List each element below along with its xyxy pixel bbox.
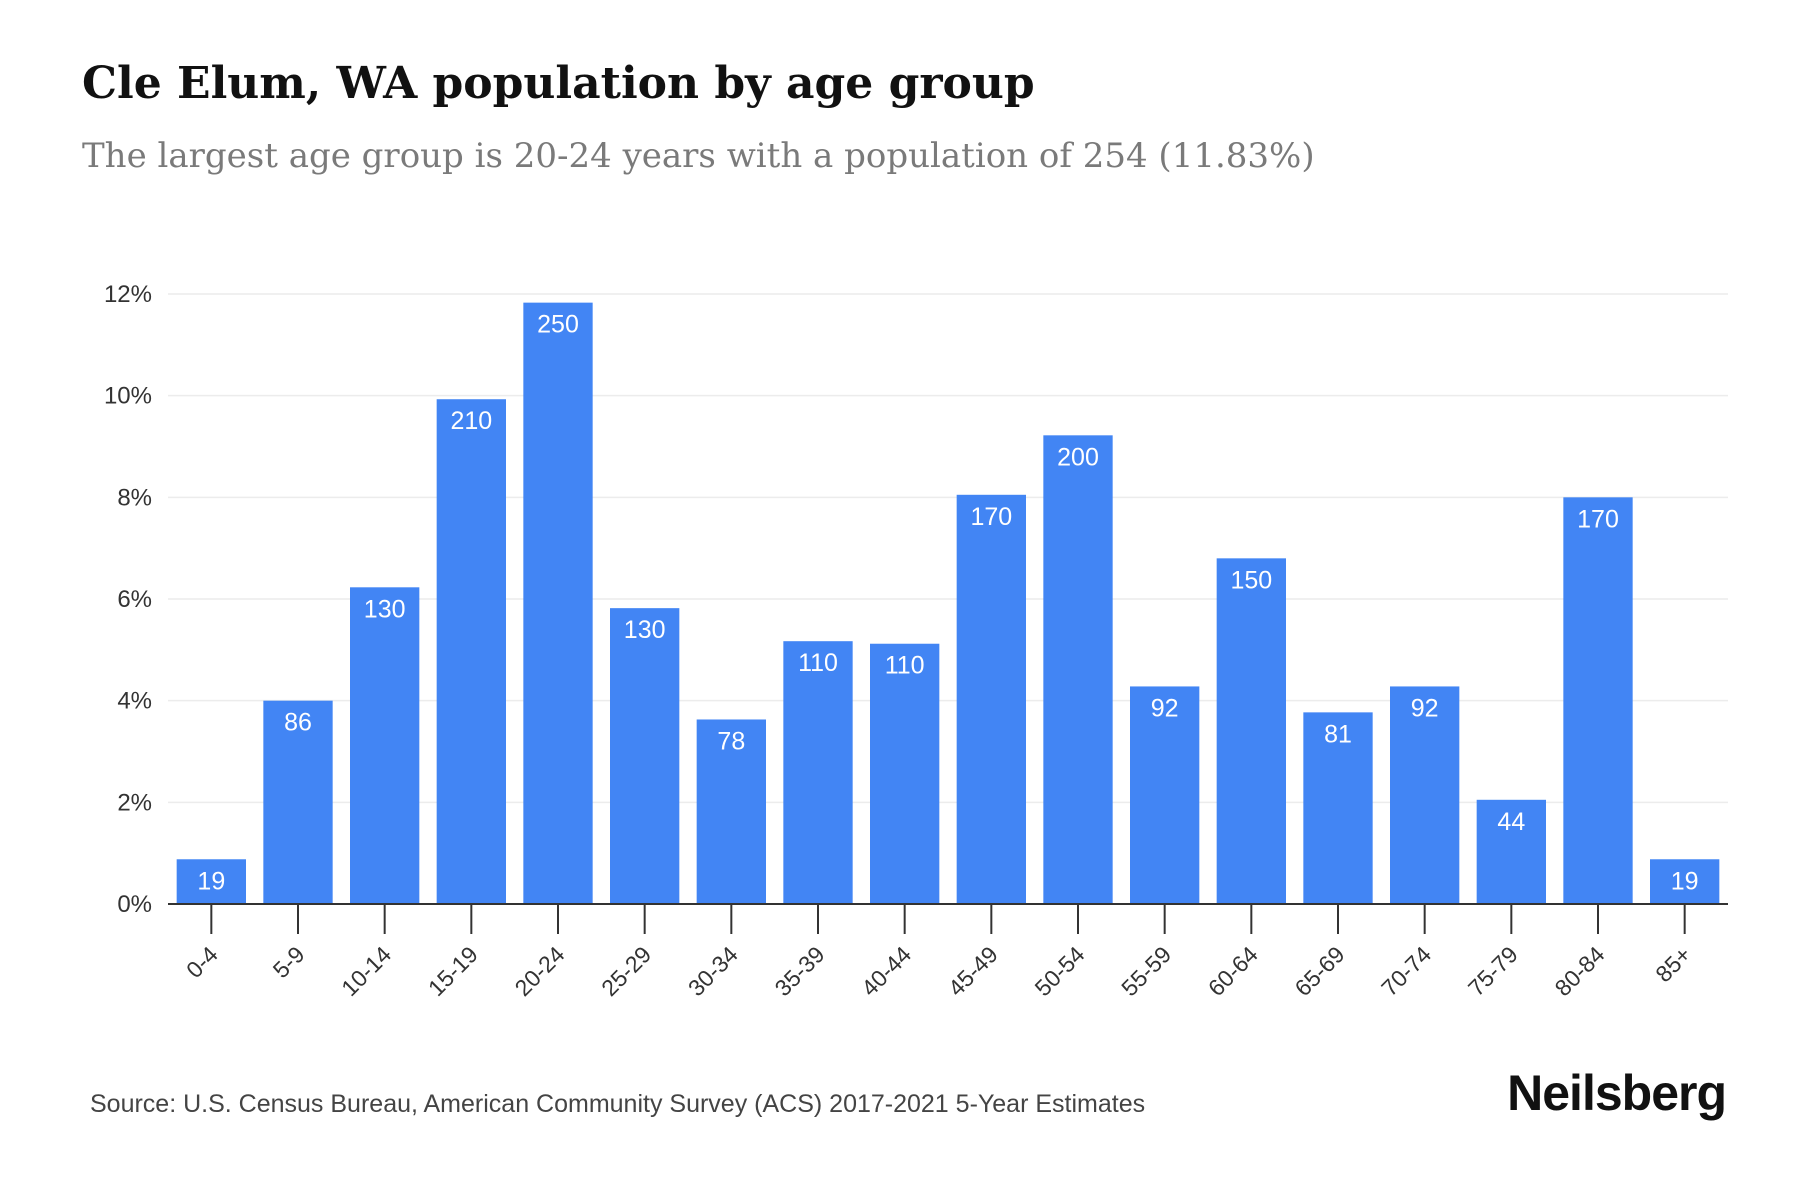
chart-subtitle: The largest age group is 20-24 years wit… — [82, 136, 1315, 176]
x-tick-label: 40-44 — [856, 941, 916, 1001]
bar-value-label: 78 — [717, 727, 745, 755]
bar — [350, 587, 420, 904]
bars: 19 86 130 210 250 130 78 110 110 170 200 92 150 81 92 4… — [176, 302, 1720, 904]
x-tick-label: 35-39 — [770, 941, 830, 1001]
x-tick-label: 45-49 — [943, 941, 1003, 1001]
y-tick-label: 10% — [104, 383, 152, 410]
bar-value-label: 110 — [885, 652, 925, 680]
y-axis-ticks: 0% 2% 4% 6% 8% 10% 12% — [104, 281, 152, 918]
x-tick-label: 0-4 — [181, 941, 223, 983]
bar-value-label: 210 — [450, 407, 492, 435]
x-tick-label: 15-19 — [423, 941, 483, 1001]
bar-chart: 0% 2% 4% 6% 8% 10% 12% 19 86 130 210 250 130 78 110 11… — [104, 281, 1728, 1001]
bar-value-label: 130 — [364, 595, 406, 623]
bar-value-label: 170 — [970, 503, 1012, 531]
bar-value-label: 92 — [1151, 694, 1179, 722]
bar-value-label: 150 — [1230, 566, 1272, 594]
bar — [956, 494, 1026, 904]
bar-value-label: 110 — [798, 649, 838, 677]
bar — [1563, 497, 1633, 904]
bar — [176, 859, 246, 904]
bar — [263, 700, 333, 904]
bar-value-label: 81 — [1324, 720, 1352, 748]
x-tick-label: 50-54 — [1030, 941, 1090, 1001]
bar-value-label: 130 — [624, 616, 666, 644]
brand-logo: Neilsberg — [1507, 1065, 1727, 1121]
bar-value-label: 86 — [284, 709, 312, 737]
bar-value-label: 44 — [1497, 808, 1525, 836]
bar — [696, 719, 766, 904]
bar-value-label: 200 — [1057, 443, 1099, 471]
bar — [1650, 859, 1720, 904]
bar — [1390, 686, 1460, 904]
bar — [870, 643, 940, 904]
x-tick-label: 10-14 — [336, 941, 396, 1001]
bar — [436, 399, 506, 904]
x-tick-label: 55-59 — [1116, 941, 1176, 1001]
y-tick-label: 12% — [104, 281, 152, 308]
y-tick-label: 4% — [117, 688, 152, 715]
x-tick-label: 80-84 — [1550, 941, 1610, 1001]
bar-value-label: 92 — [1411, 694, 1439, 722]
bar-value-label: 19 — [197, 867, 225, 895]
bar — [1043, 435, 1113, 904]
y-tick-label: 0% — [117, 891, 152, 918]
y-tick-label: 2% — [117, 789, 152, 816]
x-tick-label: 20-24 — [510, 941, 570, 1001]
bar — [1303, 712, 1373, 904]
chart-title: Cle Elum, WA population by age group — [82, 58, 1035, 109]
bar-value-label: 19 — [1671, 867, 1699, 895]
x-tick-label: 70-74 — [1376, 941, 1436, 1001]
bar-value-label: 250 — [537, 311, 579, 339]
x-tick-label: 25-29 — [596, 941, 656, 1001]
x-tick-label: 5-9 — [268, 941, 310, 983]
x-tick-label: 85+ — [1650, 941, 1696, 987]
bar — [523, 302, 593, 904]
y-tick-label: 6% — [117, 586, 152, 613]
x-tick-label: 30-34 — [683, 941, 743, 1001]
bar — [1476, 799, 1546, 904]
x-tick-label: 65-69 — [1290, 941, 1350, 1001]
bar — [1130, 686, 1200, 904]
bar — [1216, 558, 1286, 904]
source-note: Source: U.S. Census Bureau, American Com… — [90, 1090, 1146, 1118]
bar — [783, 641, 853, 904]
bar-value-label: 170 — [1577, 505, 1619, 533]
x-axis: 0-4 5-9 10-14 15-19 20-24 25-29 30-34 35-39 40-4… — [168, 903, 1728, 1001]
y-tick-label: 8% — [117, 484, 152, 511]
x-tick-label: 60-64 — [1203, 941, 1263, 1001]
bar — [610, 608, 680, 904]
x-tick-label: 75-79 — [1463, 941, 1523, 1001]
